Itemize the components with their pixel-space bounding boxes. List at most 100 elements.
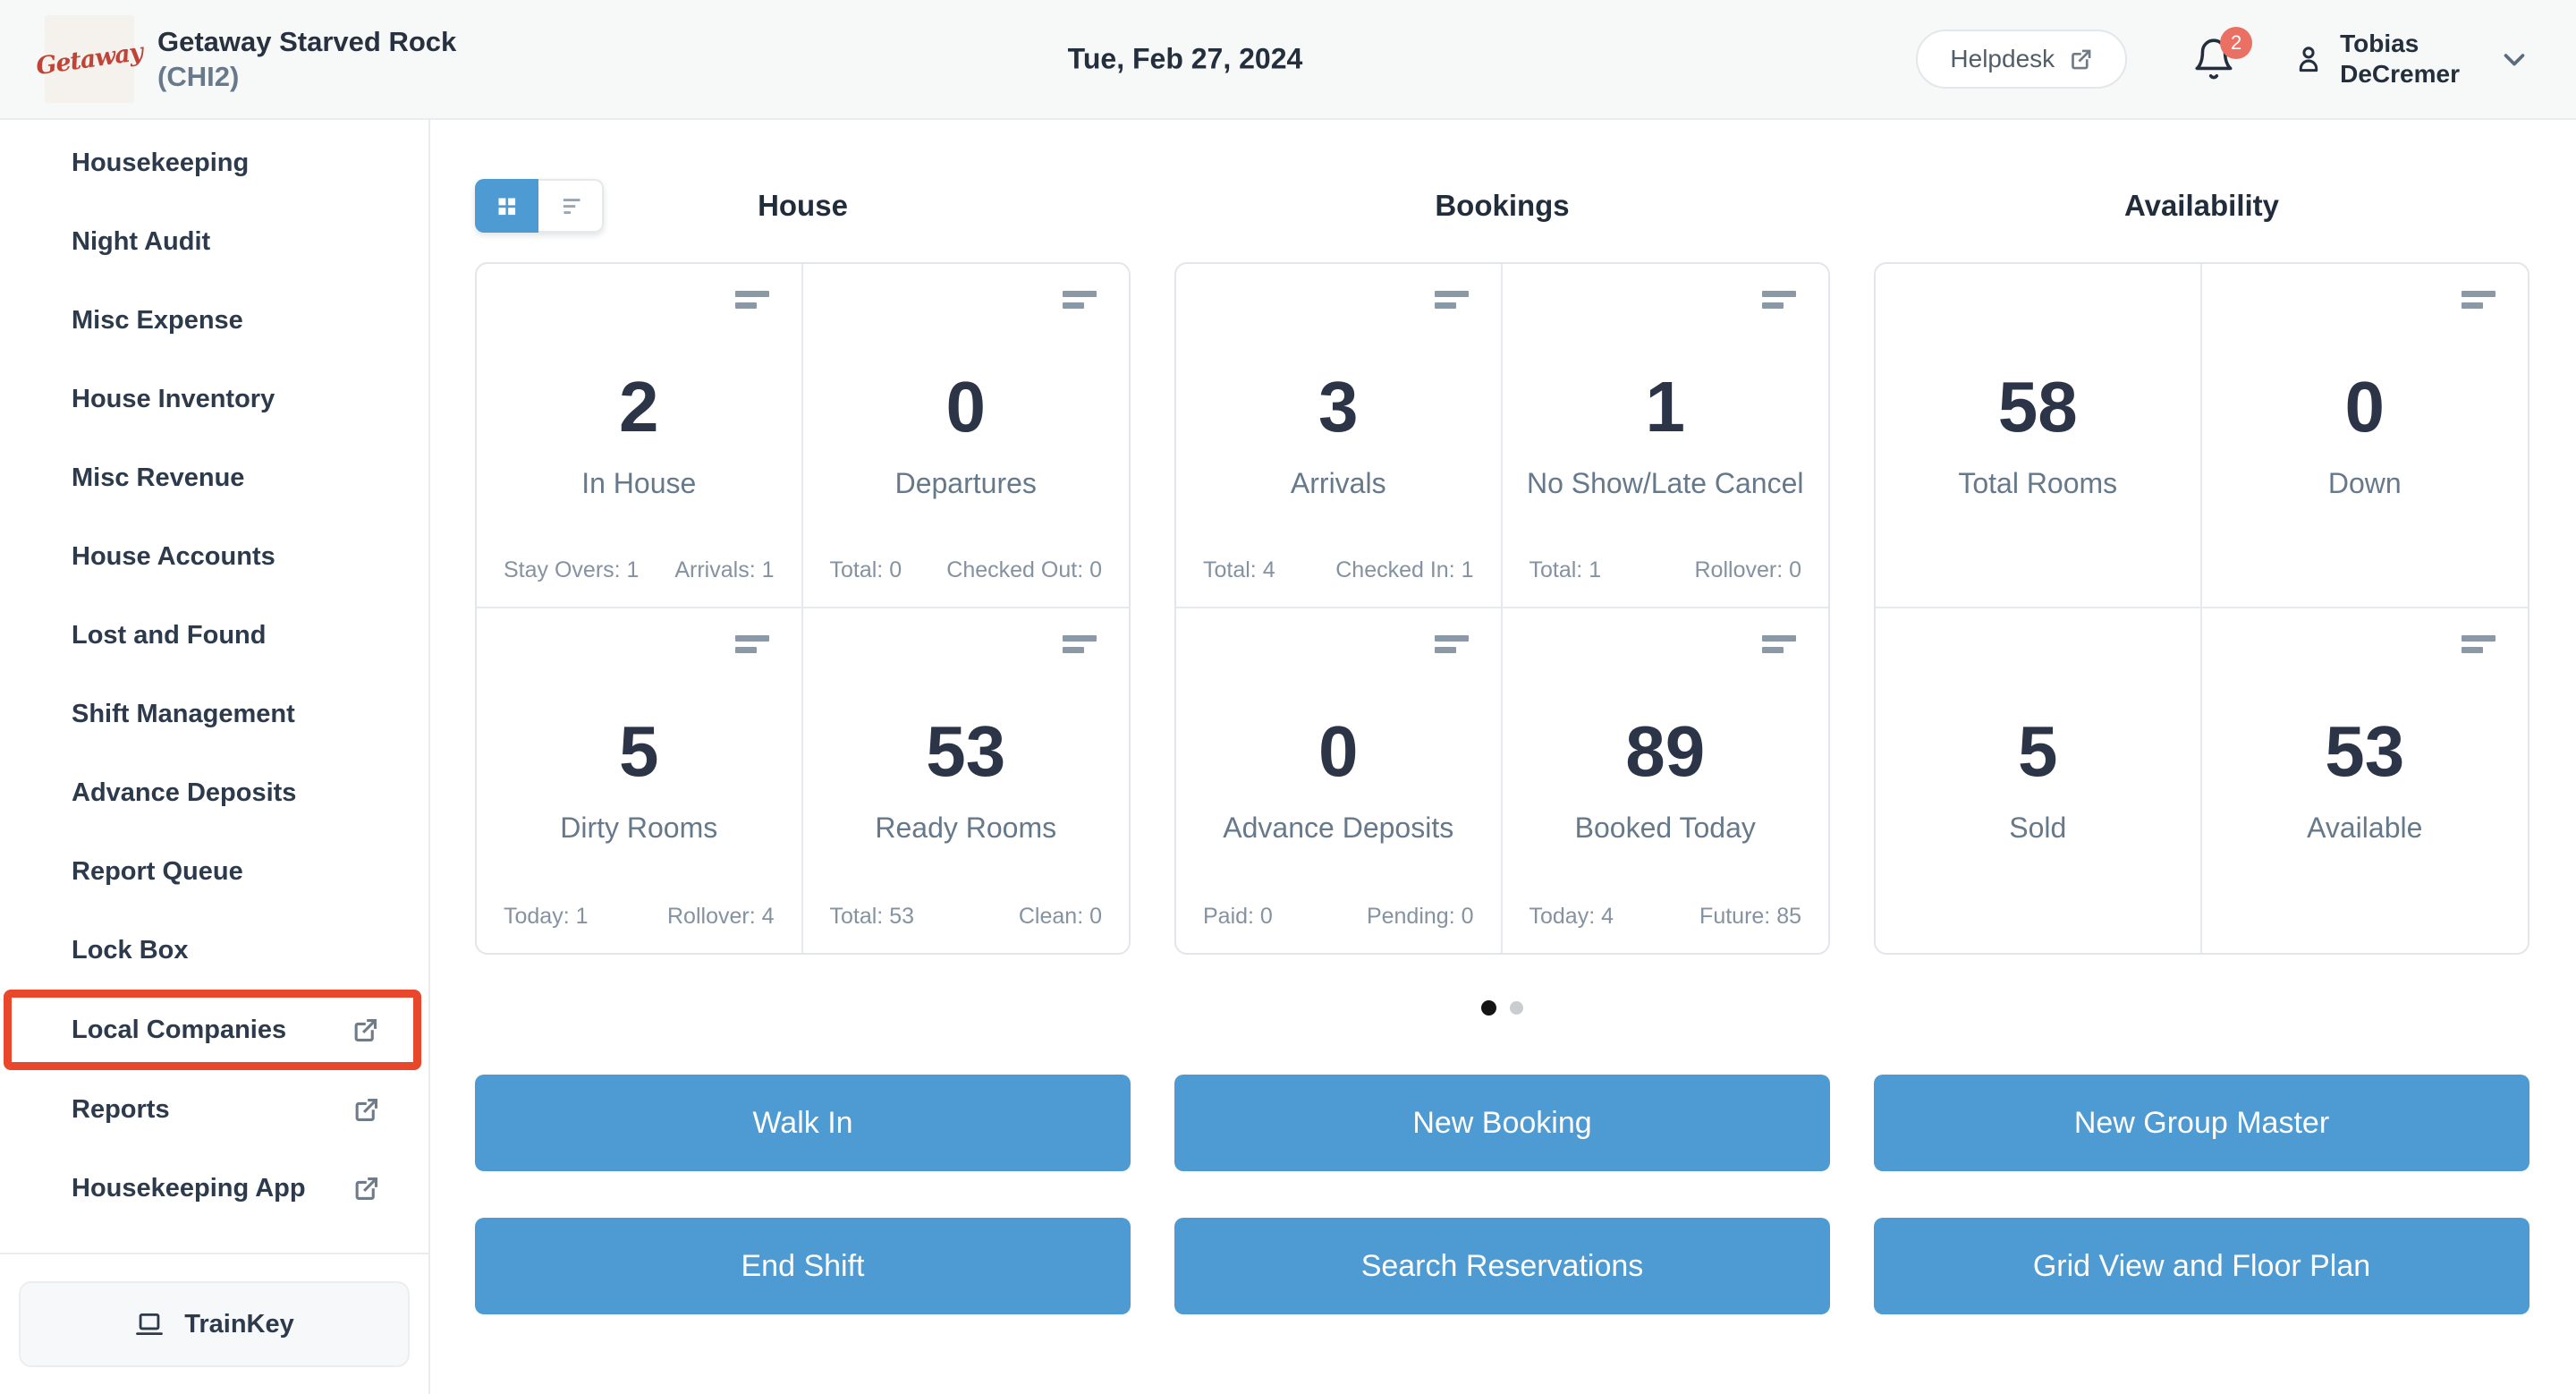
card-menu-icon[interactable] [1434,291,1470,312]
sidebar-item-night-audit[interactable]: Night Audit [0,202,428,281]
external-link-icon [355,1098,378,1121]
stat-card-arrivals[interactable]: 3 Arrivals Total: 4 Checked In: 1 [1176,264,1503,608]
card-label: Ready Rooms [875,812,1057,844]
card-stats: Today: 1 Rollover: 4 [477,904,801,930]
header-right: Helpdesk 2 Tob [1916,27,2531,89]
action-button-walk-in[interactable]: Walk In [475,1075,1131,1171]
stat-card-total-rooms[interactable]: 58 Total Rooms [1876,264,2202,608]
notifications-button[interactable]: 2 [2191,27,2253,82]
card-stat: Pending: 0 [1366,904,1474,929]
property-name: Getaway Starved Rock [157,26,457,57]
card-value: 3 [1318,367,1359,446]
trainkey-label: TrainKey [184,1309,294,1339]
trainkey-button[interactable]: TrainKey [19,1281,410,1367]
sidebar-item-advance-deposits[interactable]: Advance Deposits [0,753,428,832]
card-stat: Clean: 0 [1018,904,1102,929]
card-value: 53 [2325,711,2405,791]
card-menu-icon[interactable] [1063,291,1098,312]
card-label: Advance Deposits [1223,812,1454,844]
sidebar-item-reports[interactable]: Reports [0,1070,428,1149]
stat-card-down[interactable]: 0 Down [2201,264,2528,608]
sidebar-item-misc-revenue[interactable]: Misc Revenue [0,438,428,517]
card-menu-icon[interactable] [1762,635,1798,657]
action-button-grid-view-and-floor-plan[interactable]: Grid View and Floor Plan [1874,1218,2529,1314]
card-label: No Show/Late Cancel [1526,467,1804,499]
user-icon [2299,47,2318,72]
helpdesk-button[interactable]: Helpdesk [1916,30,2128,89]
sidebar-item-housekeeping-app[interactable]: Housekeeping App [0,1149,428,1228]
card-value: 5 [619,711,659,791]
card-value: 58 [1997,367,2078,446]
icon-bar [1063,291,1097,297]
action-button-search-reservations[interactable]: Search Reservations [1174,1218,1830,1314]
icon-bar [1063,647,1084,653]
brand-logo: Getaway [35,15,144,103]
sidebar-item-local-companies[interactable]: Local Companies [4,990,421,1070]
card-menu-icon[interactable] [1762,291,1798,312]
card-stats: Total: 0 Checked Out: 0 [803,557,1130,583]
card-stat: Total: 1 [1529,557,1602,582]
sidebar-item-label: Lost and Found [72,620,267,650]
card-menu-icon[interactable] [2462,291,2497,312]
stat-card-available[interactable]: 53 Available [2202,608,2529,953]
stat-card-in-house[interactable]: 2 In House Stay Overs: 1 Arrivals: 1 [477,264,803,608]
stat-card-departures[interactable]: 0 Departures Total: 0 Checked Out: 0 [802,264,1130,608]
stat-card-ready-rooms[interactable]: 53 Ready Rooms Total: 53 Clean: 0 [803,608,1130,953]
sidebar-item-misc-expense[interactable]: Misc Expense [0,281,428,360]
stat-card-booked-today[interactable]: 89 Booked Today Today: 4 Future: 85 [1503,608,1829,953]
card-label: Booked Today [1574,812,1756,844]
action-button-new-booking[interactable]: New Booking [1174,1075,1830,1171]
card-stat: Stay Overs: 1 [504,557,640,582]
user-menu[interactable]: Tobias DeCremer [2292,29,2460,89]
stat-card-dirty-rooms[interactable]: 5 Dirty Rooms Today: 1 Rollover: 4 [477,608,803,953]
icon-bar [2462,291,2496,297]
icon-bar [1434,647,1456,653]
carousel-dot-1[interactable] [1481,999,1496,1016]
card-menu-icon[interactable] [1063,635,1098,657]
icon-bar [1762,635,1796,642]
card-label: Down [2327,467,2402,499]
card-menu-icon[interactable] [734,291,771,312]
card-group-house: 2 In House Stay Overs: 1 Arrivals: 1 0 Depart… [475,262,1131,955]
card-menu-icon[interactable] [734,635,771,657]
sidebar-item-house-accounts[interactable]: House Accounts [0,517,428,596]
chevron-down-icon[interactable] [2497,42,2531,76]
sidebar-item-label: Housekeeping App [72,1173,306,1203]
card-group-availability: 58 Total Rooms 0 Down 5 Sold 53 Available [1874,262,2529,955]
card-label: Sold [2009,812,2067,844]
bell-icon [2195,38,2233,80]
card-stat: Arrivals: 1 [674,557,775,582]
icon-bar [1434,302,1456,309]
sidebar-item-label: Lock Box [72,935,189,965]
property-title: Getaway Starved Rock (CHI2) [157,24,456,94]
card-value: 0 [1318,711,1359,791]
sidebar-item-lost-and-found[interactable]: Lost and Found [0,596,428,675]
list-view-button[interactable] [538,179,604,233]
card-menu-icon[interactable] [1434,635,1470,657]
card-stat: Rollover: 4 [667,904,775,929]
action-button-new-group-master[interactable]: New Group Master [1874,1075,2529,1171]
stat-card-sold[interactable]: 5 Sold [1876,608,2202,953]
card-stats: Paid: 0 Pending: 0 [1176,904,1501,930]
action-button-end-shift[interactable]: End Shift [475,1218,1131,1314]
carousel-dot-2[interactable] [1510,1000,1523,1015]
action-column-3: New Group Master Grid View and Floor Plan [1874,1075,2529,1314]
stat-card-advance-deposits[interactable]: 0 Advance Deposits Paid: 0 Pending: 0 [1176,608,1503,953]
sidebar-item-label: Misc Revenue [72,463,245,492]
icon-bar [734,647,757,653]
sidebar-item-housekeeping[interactable]: Housekeeping [0,123,428,202]
sidebar-item-label: Report Queue [72,856,243,886]
sidebar-item-house-inventory[interactable]: House Inventory [0,360,428,438]
grid-view-button[interactable] [475,179,538,233]
icon-bar [734,302,757,309]
card-menu-icon[interactable] [2462,635,2497,657]
sidebar-item-lock-box[interactable]: Lock Box [0,911,428,990]
sidebar-item-report-queue[interactable]: Report Queue [0,832,428,911]
sidebar-item-label: Misc Expense [72,305,243,335]
sidebar-item-shift-management[interactable]: Shift Management [0,675,428,753]
card-label: Arrivals [1290,467,1386,499]
stat-card-no-show-late-cancel[interactable]: 1 No Show/Late Cancel Total: 1 Rollover: 0 [1502,264,1828,608]
card-label: Available [2307,812,2423,844]
header-inner: Getaway Getaway Starved Rock (CHI2) Tue,… [0,0,2576,118]
brand-logo-text: Getaway [34,38,145,81]
